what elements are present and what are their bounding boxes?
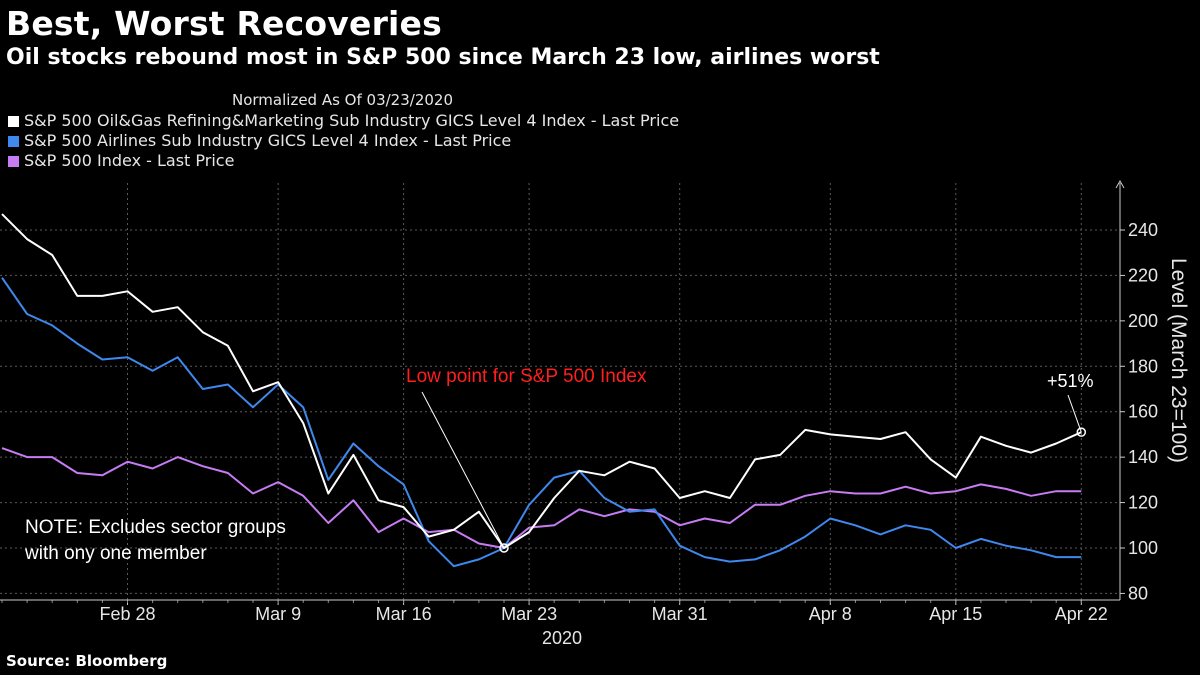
series-line-airlines — [1, 277, 1082, 568]
legend-item-oil: S&P 500 Oil&Gas Refining&Marketing Sub I… — [8, 111, 679, 131]
x-tick-label: Mar 9 — [255, 604, 301, 624]
y-tick-label: 120 — [1128, 493, 1158, 513]
pct-leader — [1067, 394, 1082, 433]
x-tick-label: Mar 31 — [652, 604, 708, 624]
x-tick-label: Mar 23 — [501, 604, 557, 624]
grid — [0, 183, 1120, 600]
legend-label-sp500: S&P 500 Index - Last Price — [24, 151, 235, 170]
x-tick-label: Apr 22 — [1055, 604, 1108, 624]
y-axis-label: Level (March 23=100) — [1167, 258, 1190, 463]
chart-title: Best, Worst Recoveries — [6, 4, 442, 43]
legend-label-oil: S&P 500 Oil&Gas Refining&Marketing Sub I… — [24, 111, 680, 130]
y-tick-label: 220 — [1128, 265, 1158, 285]
series-line-oil — [1, 213, 1082, 549]
y-tick-label: 240 — [1128, 220, 1158, 240]
y-tick-label: 180 — [1128, 356, 1158, 376]
legend-swatch-airlines — [8, 135, 19, 147]
y-tick-label: 100 — [1128, 538, 1158, 558]
series-lines — [1, 213, 1087, 568]
series-line-sp500 — [1, 447, 1082, 549]
legend-item-airlines: S&P 500 Airlines Sub Industry GICS Level… — [8, 131, 679, 151]
y-tick-label: 80 — [1128, 583, 1148, 603]
low-point-marker — [499, 543, 509, 553]
legend: S&P 500 Oil&Gas Refining&Marketing Sub I… — [8, 111, 679, 171]
legend-header: Normalized As Of 03/23/2020 — [232, 91, 453, 109]
annotations: NOTE: Excludes sector groups with ony on… — [24, 258, 1190, 648]
note-text-line2: with ony one member — [24, 543, 207, 564]
legend-swatch-oil — [8, 115, 19, 127]
low-point-leader — [421, 391, 505, 549]
note-text-line1: NOTE: Excludes sector groups — [25, 517, 286, 538]
end-point-marker — [1076, 427, 1087, 437]
chart-subtitle: Oil stocks rebound most in S&P 500 since… — [6, 45, 880, 70]
axes: 80 100 120 140 160 180 200 220 240 Feb 28 Mar 9 Mar… — [0, 179, 1158, 624]
x-axis-year: 2020 — [542, 628, 582, 648]
x-tick-label: Apr 8 — [809, 604, 852, 624]
source-label: Source: Bloomberg — [6, 652, 168, 670]
pct-annotation: +51% — [1047, 371, 1094, 391]
y-tick-label: 200 — [1128, 311, 1158, 331]
x-tick-label: Feb 28 — [99, 604, 155, 624]
y-axis-arrow — [1115, 179, 1125, 189]
y-tick-label: 140 — [1128, 447, 1158, 467]
legend-swatch-sp500 — [8, 155, 19, 167]
legend-label-airlines: S&P 500 Airlines Sub Industry GICS Level… — [24, 131, 512, 150]
y-tick-label: 160 — [1128, 402, 1158, 422]
x-tick-label: Mar 16 — [376, 604, 432, 624]
legend-item-sp500: S&P 500 Index - Last Price — [8, 151, 679, 171]
low-point-annotation: Low point for S&P 500 Index — [406, 366, 647, 387]
x-tick-label: Apr 15 — [929, 604, 982, 624]
